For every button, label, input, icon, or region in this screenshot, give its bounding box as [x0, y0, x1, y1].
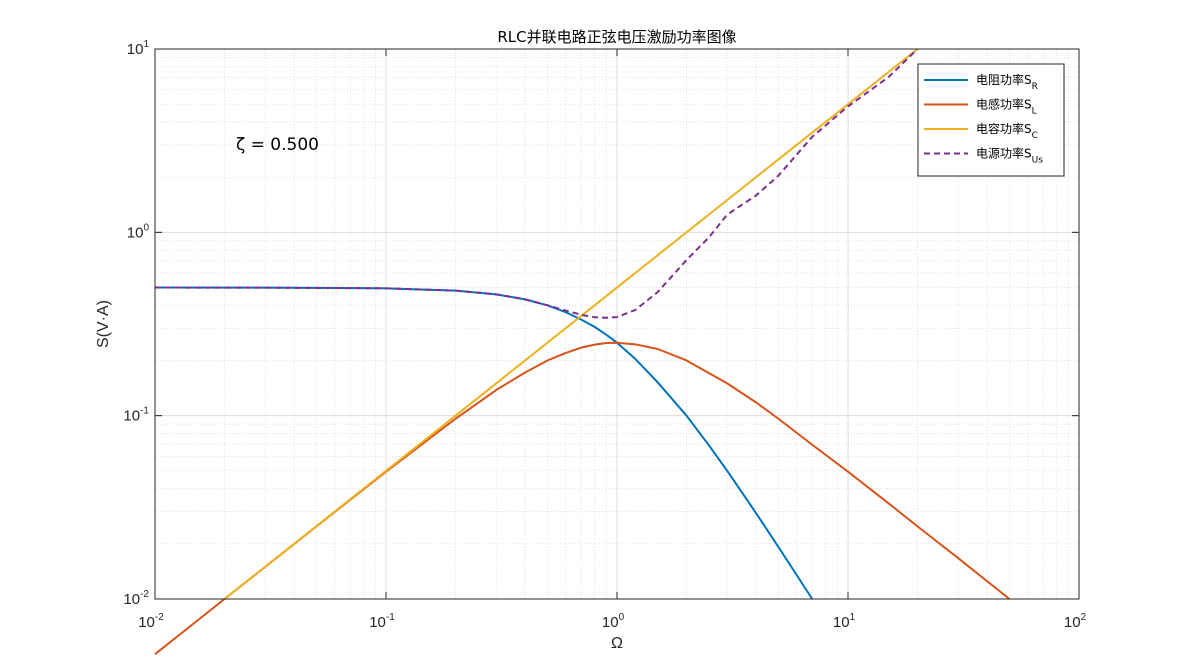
x-tick-base: 10: [369, 614, 386, 631]
legend-label-1: 电阻功率SR: [976, 72, 1038, 92]
x-tick-exponent: -2: [155, 612, 164, 623]
legend-box: [917, 63, 1065, 177]
x-tick-label: 100: [602, 612, 625, 631]
x-tick-base: 10: [1064, 614, 1081, 631]
y-axis-title: S(V·A): [95, 300, 112, 348]
y-tick-label: 10-1: [123, 406, 149, 425]
legend-name: 电阻功率S: [976, 72, 1032, 87]
x-tick-label: 10-2: [138, 612, 164, 631]
series-line-3: [223, 48, 919, 600]
series-layer: [154, 48, 1011, 655]
x-tick-exponent: 1: [850, 612, 856, 623]
y-tick-base: 10: [127, 41, 144, 58]
y-tick-label: 10-2: [123, 589, 149, 608]
legend-subscript: C: [1032, 131, 1038, 141]
legend-label-2: 电感功率SL: [976, 97, 1037, 117]
legend-name: 电感功率S: [976, 97, 1032, 112]
y-tick-label: 100: [127, 222, 150, 241]
x-tick-label: 10-1: [369, 612, 395, 631]
y-tick-base: 10: [123, 408, 140, 425]
y-tick-exponent: -1: [140, 406, 149, 417]
x-axis-title: Ω: [611, 635, 623, 652]
zeta-annotation: ζ = 0.500: [236, 135, 319, 155]
legend-label-4: 电源功率SUs: [976, 146, 1043, 166]
legend-subscript: L: [1032, 107, 1037, 117]
series-line-2: [154, 341, 1011, 655]
chart-title: RLC并联电路正弦电压激励功率图像: [497, 28, 736, 46]
y-tick-exponent: -2: [140, 589, 149, 600]
x-tick-base: 10: [138, 614, 155, 631]
x-tick-exponent: 0: [619, 612, 625, 623]
legend-subscript: R: [1032, 82, 1038, 92]
legend-name: 电容功率S: [976, 121, 1032, 136]
y-tick-base: 10: [123, 591, 140, 608]
legend-subscript: Us: [1032, 156, 1044, 166]
y-tick-base: 10: [127, 224, 144, 241]
x-tick-label: 102: [1064, 612, 1087, 631]
y-tick-label: 101: [127, 39, 150, 58]
x-tick-base: 10: [602, 614, 619, 631]
x-tick-exponent: -1: [386, 612, 395, 623]
series-line-4: [154, 48, 919, 319]
legend-label-3: 电容功率SC: [976, 121, 1038, 141]
x-tick-label: 101: [833, 612, 856, 631]
y-tick-exponent: 1: [143, 39, 149, 50]
x-tick-exponent: 2: [1081, 612, 1087, 623]
x-tick-base: 10: [833, 614, 850, 631]
y-tick-exponent: 0: [143, 222, 149, 233]
legend-name: 电源功率S: [976, 146, 1032, 161]
